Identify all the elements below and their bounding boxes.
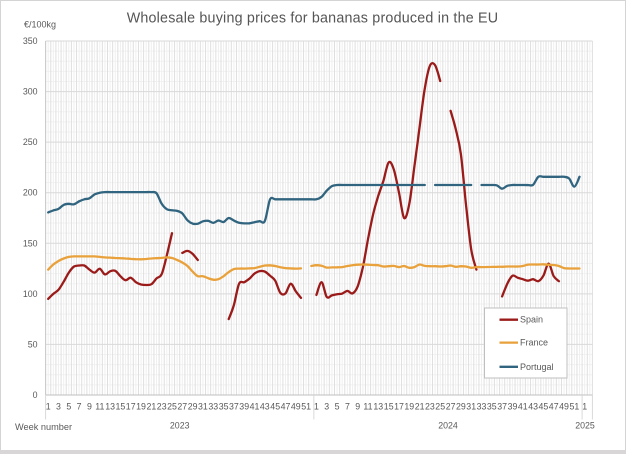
svg-text:15: 15 [116, 401, 126, 411]
svg-text:200: 200 [23, 188, 38, 198]
svg-text:150: 150 [23, 238, 38, 248]
svg-text:31: 31 [466, 401, 476, 411]
svg-text:100: 100 [23, 289, 38, 299]
svg-text:49: 49 [559, 401, 569, 411]
svg-text:37: 37 [497, 401, 507, 411]
svg-text:29: 29 [456, 401, 466, 411]
svg-text:2024: 2024 [438, 421, 458, 431]
svg-text:2023: 2023 [170, 421, 190, 431]
svg-text:23: 23 [425, 401, 435, 411]
svg-text:5: 5 [66, 401, 71, 411]
svg-text:15: 15 [384, 401, 394, 411]
svg-text:39: 39 [239, 401, 249, 411]
svg-text:39: 39 [508, 401, 518, 411]
svg-text:31: 31 [198, 401, 208, 411]
svg-text:21: 21 [415, 401, 425, 411]
svg-text:37: 37 [229, 401, 239, 411]
svg-text:7: 7 [77, 401, 82, 411]
svg-text:13: 13 [105, 401, 115, 411]
svg-text:13: 13 [373, 401, 383, 411]
svg-text:250: 250 [23, 137, 38, 147]
svg-text:27: 27 [446, 401, 456, 411]
svg-text:19: 19 [136, 401, 146, 411]
svg-text:17: 17 [126, 401, 136, 411]
svg-text:47: 47 [549, 401, 559, 411]
svg-text:11: 11 [363, 401, 372, 411]
svg-text:19: 19 [404, 401, 414, 411]
svg-text:43: 43 [528, 401, 538, 411]
svg-text:45: 45 [270, 401, 280, 411]
svg-text:23: 23 [157, 401, 167, 411]
svg-text:51: 51 [570, 401, 580, 411]
svg-text:9: 9 [87, 401, 92, 411]
svg-text:45: 45 [539, 401, 549, 411]
svg-text:9: 9 [355, 401, 360, 411]
svg-text:1: 1 [582, 401, 587, 411]
svg-text:3: 3 [56, 401, 61, 411]
svg-text:27: 27 [177, 401, 187, 411]
svg-text:25: 25 [167, 401, 177, 411]
svg-text:350: 350 [23, 36, 38, 46]
svg-text:41: 41 [250, 401, 260, 411]
svg-text:1: 1 [46, 401, 51, 411]
svg-text:33: 33 [477, 401, 487, 411]
svg-text:7: 7 [345, 401, 350, 411]
svg-text:France: France [520, 338, 548, 348]
svg-text:5: 5 [335, 401, 340, 411]
svg-text:25: 25 [435, 401, 445, 411]
svg-text:41: 41 [518, 401, 528, 411]
svg-text:Portugal: Portugal [520, 362, 554, 372]
svg-text:0: 0 [33, 390, 38, 400]
svg-text:Week number: Week number [15, 422, 72, 432]
svg-text:51: 51 [301, 401, 311, 411]
svg-text:33: 33 [208, 401, 218, 411]
svg-text:49: 49 [291, 401, 301, 411]
svg-text:300: 300 [23, 87, 38, 97]
svg-text:29: 29 [188, 401, 198, 411]
svg-text:50: 50 [28, 339, 38, 349]
svg-text:35: 35 [219, 401, 229, 411]
svg-text:21: 21 [147, 401, 157, 411]
svg-text:Wholesale buying prices for ba: Wholesale buying prices for bananas prod… [127, 10, 499, 26]
svg-text:€/100kg: €/100kg [24, 20, 56, 30]
svg-text:Spain: Spain [520, 315, 543, 325]
svg-text:43: 43 [260, 401, 270, 411]
svg-text:3: 3 [324, 401, 329, 411]
svg-text:47: 47 [281, 401, 291, 411]
svg-text:17: 17 [394, 401, 404, 411]
svg-text:11: 11 [95, 401, 104, 411]
svg-text:35: 35 [487, 401, 497, 411]
svg-text:2025: 2025 [575, 421, 595, 431]
svg-text:1: 1 [314, 401, 319, 411]
